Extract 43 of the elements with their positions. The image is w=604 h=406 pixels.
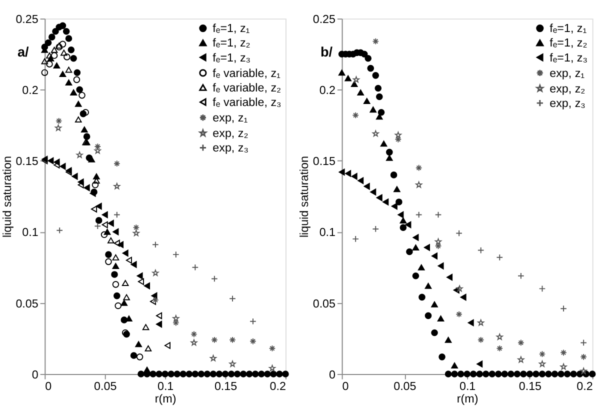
legend-label: fₑ=1, z₃: [212, 51, 251, 64]
y-tick-label: 0.25: [16, 12, 38, 26]
y-tick-label: 0.2: [319, 84, 336, 98]
x-tick-label: 0.2: [270, 380, 286, 393]
legend-label: exp, z₁: [550, 66, 585, 80]
legend-label: fₑ=1, z₁: [550, 22, 587, 36]
y-axis-title: liquid saturation: [0, 156, 14, 238]
y-axis-title: liquid saturation: [298, 156, 311, 238]
y-tick-label: 0.25: [312, 12, 336, 26]
x-tick-label: 0.1: [459, 380, 476, 393]
x-tick-label: 0.05: [94, 380, 117, 393]
y-tick-label: 0.15: [312, 155, 336, 168]
x-tick-label: 0.05: [394, 380, 416, 393]
y-tick-label: 0.1: [22, 226, 38, 240]
y-tick-label: 0: [32, 368, 39, 382]
legend-label: fₑ variable, z₃: [212, 96, 282, 109]
legend-label: fₑ variable, z₁: [212, 66, 281, 80]
y-tick-label: 0.1: [319, 226, 336, 240]
x-tick-label: 0: [45, 380, 52, 393]
y-tick-label: 0.2: [22, 84, 38, 98]
text: a/: [17, 44, 30, 60]
text: b/: [320, 44, 333, 60]
x-axis-title: r(m): [456, 392, 478, 406]
y-tick-label: 0.05: [16, 297, 38, 310]
x-tick-label: 0.15: [214, 380, 238, 393]
x-tick-label: 0.2: [576, 380, 593, 393]
x-axis-title: r(m): [154, 392, 176, 406]
y-tick-label: 0.05: [312, 297, 336, 310]
legend-label: exp, z₁: [212, 112, 248, 125]
legend-label: fₑ=1, z₃: [550, 51, 588, 64]
legend-label: exp, z₂: [212, 127, 248, 140]
y-tick-label: 0.15: [16, 155, 38, 168]
legend-label: exp, z₂: [550, 82, 586, 96]
legend-label: exp, z₃: [550, 96, 586, 110]
legend-label: fₑ=1, z₁: [212, 22, 250, 36]
x-tick-label: 0.1: [157, 380, 174, 393]
y-tick-label: 0: [329, 368, 336, 382]
x-tick-label: 0: [342, 380, 350, 393]
legend-label: exp, z₃: [212, 142, 249, 155]
legend-label: fₑ=1, z₂: [550, 36, 588, 50]
x-tick-label: 0.15: [518, 380, 542, 393]
legend-label: fₑ=1, z₂: [212, 36, 250, 50]
legend-label: fₑ variable, z₂: [212, 81, 282, 94]
